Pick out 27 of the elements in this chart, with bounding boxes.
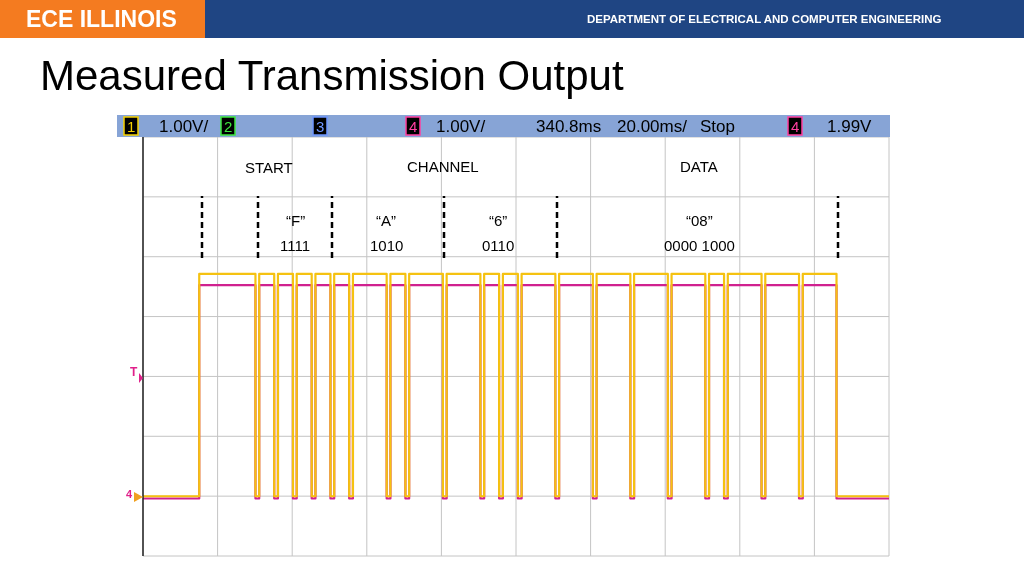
text: Stop bbox=[700, 117, 735, 136]
text: “A” bbox=[376, 212, 396, 229]
text: 1 bbox=[127, 118, 136, 135]
text: 2 bbox=[224, 118, 233, 135]
text: T bbox=[130, 365, 138, 379]
text: 1.99V bbox=[827, 117, 873, 136]
text: 0000 1000 bbox=[664, 237, 735, 254]
text: 1.00V/ bbox=[436, 117, 486, 136]
text: DEPARTMENT OF ELECTRICAL AND COMPUTER ENGINEERING bbox=[587, 13, 942, 25]
text: 20.00ms/ bbox=[617, 117, 688, 136]
text: “F” bbox=[286, 212, 306, 229]
text: 4 bbox=[791, 118, 800, 135]
text: 1010 bbox=[370, 237, 404, 254]
text: “08” bbox=[686, 212, 713, 229]
text: 4 bbox=[126, 488, 133, 500]
text: START bbox=[245, 159, 293, 176]
text: CHANNEL bbox=[407, 158, 479, 175]
text: 4 bbox=[409, 118, 418, 135]
text: “6” bbox=[489, 212, 508, 229]
text: DATA bbox=[680, 158, 718, 175]
text: 1111 bbox=[280, 237, 311, 254]
text: 340.8ms bbox=[536, 117, 602, 136]
text: ECE ILLINOIS bbox=[26, 6, 177, 32]
text: 3 bbox=[316, 118, 325, 135]
text: 0110 bbox=[482, 237, 515, 254]
chart-title: Measured Transmission Output bbox=[40, 51, 624, 99]
text: 1.00V/ bbox=[159, 117, 209, 136]
